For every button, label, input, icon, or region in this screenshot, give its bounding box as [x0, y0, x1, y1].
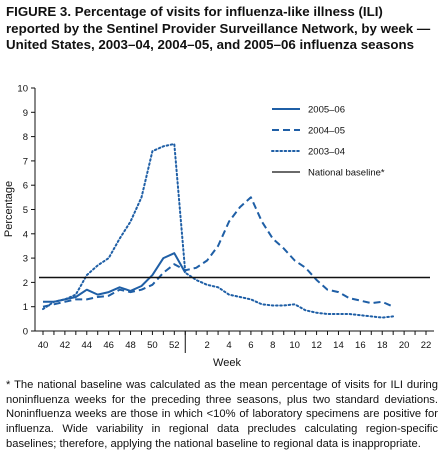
x-tick-label: 46 — [103, 340, 114, 351]
x-tick-label: 40 — [38, 340, 49, 351]
x-tick-label: 52 — [169, 340, 180, 351]
x-tick-label: 22 — [421, 340, 432, 351]
y-tick-label: 1 — [23, 302, 28, 313]
x-tick-label: 4 — [226, 340, 231, 351]
y-tick-label: 3 — [23, 254, 28, 265]
y-tick-label: 5 — [23, 205, 28, 216]
legend-label-1: 2004–05 — [308, 126, 345, 137]
y-tick-label: 4 — [23, 229, 28, 240]
x-tick-label: 2 — [204, 340, 209, 351]
y-tick-label: 8 — [23, 132, 28, 143]
x-tick-label: 48 — [125, 340, 136, 351]
y-axis-label-group: Percentage — [3, 181, 15, 237]
x-tick-label: 44 — [81, 340, 92, 351]
x-tick-label: 20 — [399, 340, 410, 351]
legend-label-3: National baseline* — [308, 168, 385, 179]
y-tick-label: 10 — [17, 84, 28, 95]
y-tick-label: 7 — [23, 156, 28, 167]
chart-legend: 2005–06 2004–05 2003–04 National baseline* — [271, 105, 385, 179]
y-tick-label: 2 — [23, 278, 28, 289]
y-axis-label: Percentage — [3, 181, 15, 237]
legend-label-2: 2003–04 — [308, 147, 345, 158]
x-tick-label: 14 — [333, 340, 344, 351]
footnote: * The national baseline was calculated a… — [6, 379, 438, 450]
x-tick-label: 6 — [248, 340, 253, 351]
chart-series — [39, 142, 430, 319]
x-tick-label: 8 — [270, 340, 275, 351]
x-tick-label: 16 — [355, 340, 366, 351]
legend-label-0: 2005–06 — [308, 105, 345, 116]
x-tick-label: 42 — [60, 340, 71, 351]
x-axis-label: Week — [213, 357, 241, 369]
y-tick-label: 0 — [23, 327, 28, 338]
y-tick-label: 6 — [23, 181, 28, 192]
x-tick-label: 18 — [377, 340, 388, 351]
series-line-1 — [42, 196, 394, 308]
y-tick-label: 9 — [23, 108, 28, 119]
x-tick-label: 50 — [147, 340, 158, 351]
figure-title: FIGURE 3. Percentage of visits for influ… — [6, 4, 431, 53]
series-line-2 — [42, 142, 395, 319]
x-tick-label: 12 — [311, 340, 322, 351]
x-tick-label: 10 — [289, 340, 300, 351]
